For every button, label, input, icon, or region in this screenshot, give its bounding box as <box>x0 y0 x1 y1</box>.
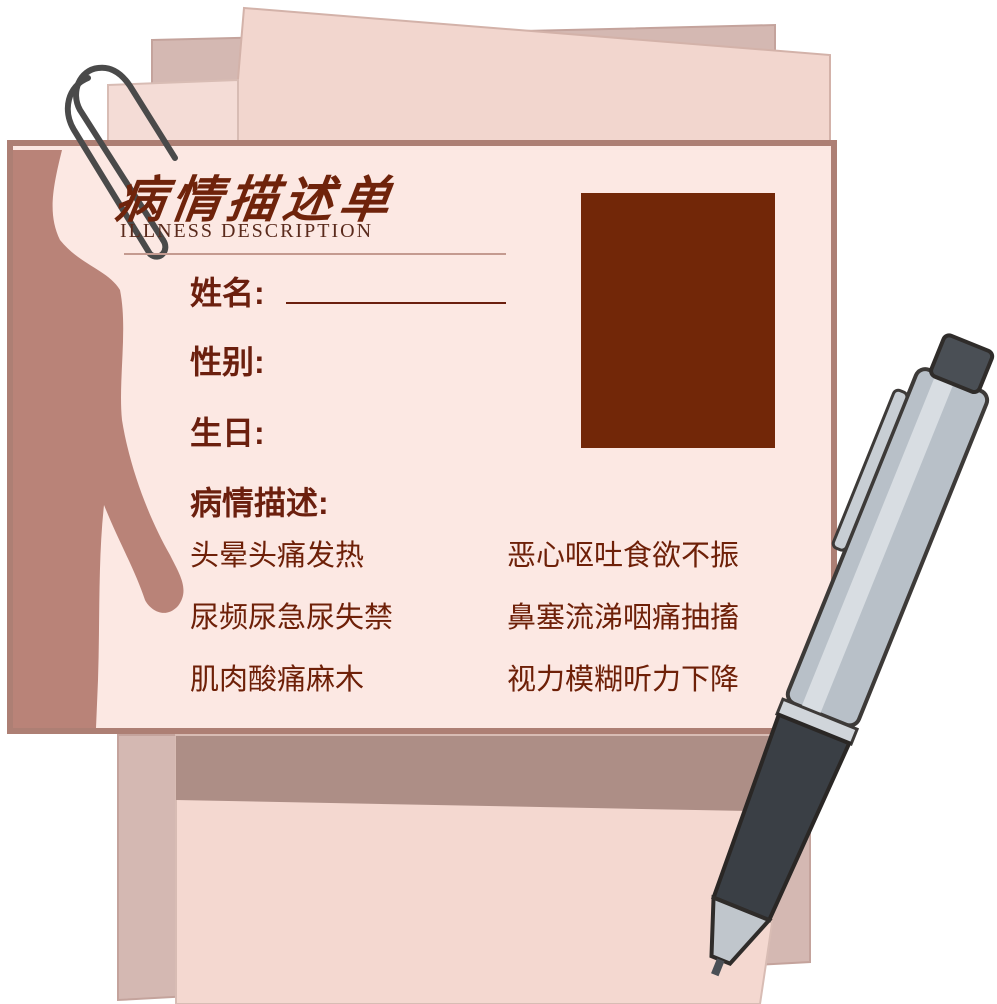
name-input-line[interactable] <box>286 302 506 304</box>
symptom-item: 恶心呕吐食欲不振 <box>507 538 740 572</box>
symptom-item: 头晕头痛发热 <box>190 538 365 572</box>
symptom-item: 肌肉酸痛麻木 <box>190 662 365 696</box>
gender-label: 性别: <box>190 344 265 380</box>
name-label: 姓名: <box>190 275 265 311</box>
symptom-item: 尿频尿急尿失禁 <box>190 600 394 634</box>
birthday-label: 生日: <box>190 415 265 451</box>
symptom-item: 鼻塞流涕咽痛抽搐 <box>507 600 740 634</box>
card-title-english: ILLNESS DESCRIPTION <box>120 220 374 242</box>
description-label: 病情描述: <box>190 485 329 521</box>
symptom-item: 视力模糊听力下降 <box>507 662 740 696</box>
photo-placeholder <box>581 193 775 448</box>
title-divider <box>124 253 506 255</box>
